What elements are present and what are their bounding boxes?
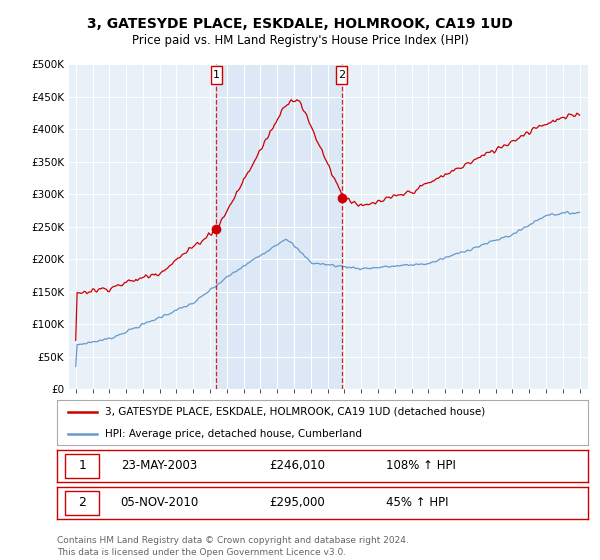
Text: 23-MAY-2003: 23-MAY-2003	[121, 459, 197, 473]
Text: 1: 1	[213, 70, 220, 80]
FancyBboxPatch shape	[337, 66, 347, 84]
Bar	[217, 64, 342, 389]
Text: 2: 2	[79, 496, 86, 510]
Text: Contains HM Land Registry data © Crown copyright and database right 2024.
This d: Contains HM Land Registry data © Crown c…	[57, 536, 409, 557]
Text: £295,000: £295,000	[269, 496, 325, 510]
Text: £246,010: £246,010	[269, 459, 325, 473]
Text: 108% ↑ HPI: 108% ↑ HPI	[386, 459, 456, 473]
Text: Price paid vs. HM Land Registry's House Price Index (HPI): Price paid vs. HM Land Registry's House …	[131, 34, 469, 47]
Text: 3, GATESYDE PLACE, ESKDALE, HOLMROOK, CA19 1UD: 3, GATESYDE PLACE, ESKDALE, HOLMROOK, CA…	[87, 16, 513, 30]
FancyBboxPatch shape	[211, 66, 222, 84]
Text: 45% ↑ HPI: 45% ↑ HPI	[386, 496, 449, 510]
Text: 1: 1	[79, 459, 86, 473]
FancyBboxPatch shape	[65, 491, 100, 515]
Text: 05-NOV-2010: 05-NOV-2010	[121, 496, 199, 510]
FancyBboxPatch shape	[65, 454, 100, 478]
Text: 3, GATESYDE PLACE, ESKDALE, HOLMROOK, CA19 1UD (detached house): 3, GATESYDE PLACE, ESKDALE, HOLMROOK, CA…	[105, 407, 485, 417]
Text: HPI: Average price, detached house, Cumberland: HPI: Average price, detached house, Cumb…	[105, 429, 362, 439]
Text: 2: 2	[338, 70, 346, 80]
